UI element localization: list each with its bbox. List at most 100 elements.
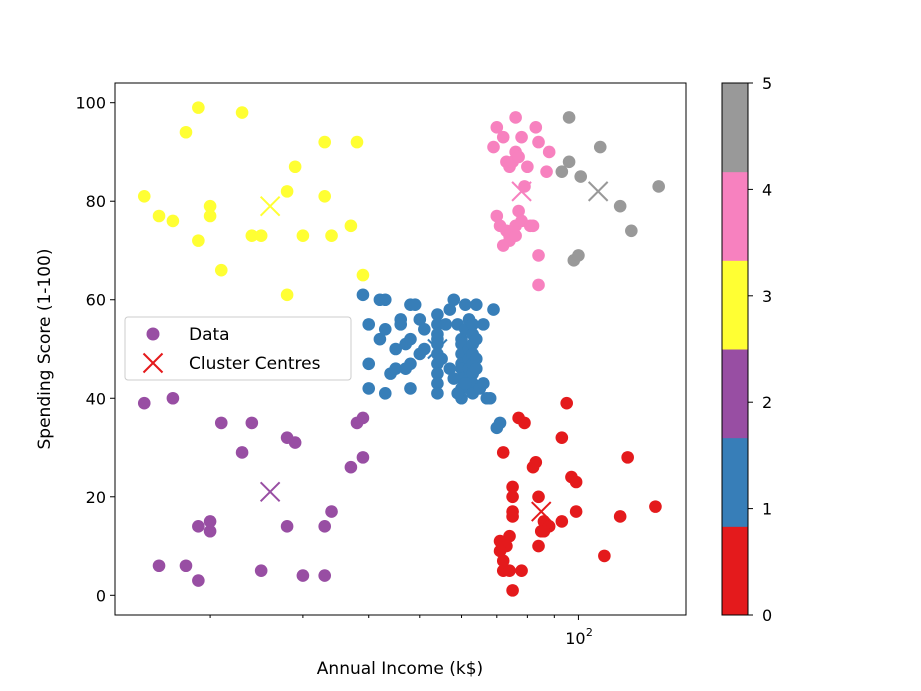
data-point-cluster-3 [192,234,205,247]
data-point-cluster-3 [166,214,180,228]
data-point-cluster-5 [593,140,607,154]
data-point-cluster-2 [280,520,294,533]
data-point-cluster-2 [192,574,205,587]
legend-marker-cluster-centres [142,352,164,374]
data-point-cluster-3 [350,135,364,149]
colorbar-tick-label: 2 [762,393,772,412]
data-point-cluster-4 [518,180,531,193]
data-point-cluster-1 [404,382,417,395]
data-point-cluster-3 [356,268,370,282]
cluster-centre-0 [531,501,552,522]
data-point-cluster-1 [477,318,490,331]
colorbar-tick-label: 3 [762,287,772,306]
axes: 0 20 40 60 80 100 10 2 [75,94,592,648]
data-point-cluster-3 [325,229,338,243]
data-point-cluster-1 [431,367,444,380]
data-point-cluster-4 [509,111,522,124]
cluster-centre-5 [587,181,609,202]
colorbar-frame [721,82,749,616]
data-point-cluster-1 [487,303,500,316]
legend-label-cluster-centres: Cluster Centres [189,354,321,374]
cluster-centre-4 [511,181,532,202]
x-tick-label-exponent: 2 [586,626,593,639]
data-point-cluster-3 [203,209,217,223]
x-tick-label: 10 [565,629,585,648]
y-tick-label: 60 [86,291,106,310]
cluster-centre-2 [259,481,281,503]
data-point-cluster-2 [356,451,370,464]
data-point-cluster-3 [318,135,332,149]
colorbar-segment-5 [722,83,748,173]
legend-box [124,316,352,381]
data-point-cluster-1 [469,362,483,376]
data-point-cluster-2 [318,520,332,533]
plot-frame [114,82,687,616]
y-tick-label: 100 [75,94,106,113]
data-point-cluster-0 [496,554,510,568]
data-point-cluster-0 [537,524,551,538]
colorbar-tick-label: 0 [762,606,772,625]
data-point-cluster-4 [496,239,510,252]
legend-x-marker [142,352,164,374]
data-point-cluster-5 [625,224,638,238]
data-point-cluster-2 [179,559,193,573]
cluster-centre-3-stroke-b [259,195,281,217]
y-tick-label: 40 [86,389,106,408]
data-point-cluster-0 [555,431,569,444]
data-point-cluster-4 [529,121,543,134]
data-point-cluster-2 [288,436,302,449]
data-point-cluster-2 [325,505,338,518]
data-point-cluster-1 [378,387,392,400]
x-axis-label: Annual Income (k$) [317,659,483,679]
data-point-cluster-3 [288,160,302,174]
data-point-cluster-0 [496,446,510,459]
colorbar-segment-1 [722,437,748,527]
data-point-cluster-4 [542,145,556,159]
data-point-cluster-4 [512,204,525,218]
data-point-cluster-1 [443,303,457,316]
data-point-cluster-2 [203,515,217,528]
y-tick-label: 80 [86,192,106,211]
data-point-cluster-4 [490,121,504,134]
data-point-cluster-5 [562,155,576,169]
data-point-cluster-4 [515,130,528,144]
data-point-cluster-1 [469,298,483,311]
data-point-cluster-3 [214,263,228,277]
data-point-cluster-3 [192,101,205,114]
data-point-cluster-2 [203,524,217,538]
cluster-centre-1 [427,338,448,360]
data-point-cluster-5 [555,165,569,178]
legend-marker-data [146,327,160,341]
data-point-cluster-4 [521,160,534,174]
data-point-cluster-1 [394,318,408,331]
data-point-cluster-1 [459,377,472,390]
colorbar-segment-4 [722,171,748,261]
data-point-cluster-1 [418,322,431,336]
data-point-cluster-1 [431,377,444,390]
data-point-cluster-3 [344,219,358,233]
cluster-centre-4-stroke-b [511,181,532,202]
data-point-cluster-3 [296,229,310,243]
data-point-cluster-2 [344,460,358,474]
data-point-cluster-0 [503,529,516,543]
data-point-cluster-2 [245,416,259,430]
data-point-cluster-0 [621,451,634,464]
data-point-cluster-3 [318,189,332,203]
data-point-cluster-1 [459,298,472,311]
data-point-cluster-3 [152,209,166,223]
data-point-cluster-0 [560,396,573,410]
data-point-cluster-4 [532,278,545,292]
data-point-cluster-4 [509,229,522,243]
y-tick-label: 20 [86,488,106,507]
data-point-cluster-5 [572,249,585,262]
data-point-cluster-1 [362,357,376,371]
data-point-cluster-1 [362,382,376,395]
data-point-cluster-3 [280,185,294,198]
data-point-cluster-4 [540,165,553,178]
data-point-cluster-5 [652,180,665,193]
data-point-cluster-1 [493,416,507,430]
data-point-cluster-0 [518,416,531,430]
data-point-cluster-4 [532,135,545,149]
colorbar-tick-label: 1 [762,500,772,519]
data-point-cluster-1 [399,362,412,376]
